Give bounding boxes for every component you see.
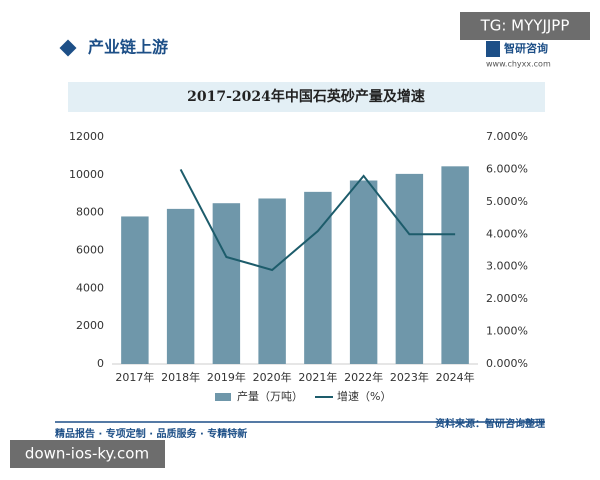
y2-tick-label: 3.000% [486, 260, 528, 273]
overlay-box [460, 12, 590, 40]
x-tick-label: 2020年 [253, 370, 292, 384]
brand-url: www.chyxx.com [486, 60, 551, 69]
chart-title: 2017-2024年中国石英砂产量及增速 [187, 88, 425, 105]
footer-slogan: 精品报告 · 专项定制 · 品质服务 · 专精特新 [55, 427, 247, 440]
y-tick-label: 0 [97, 357, 104, 370]
y2-tick-label: 1.000% [486, 325, 528, 338]
y2-tick-label: 6.000% [486, 162, 528, 175]
bar [304, 191, 332, 364]
y2-tick-label: 7.000% [486, 130, 528, 143]
bar [212, 203, 241, 364]
bar [395, 173, 424, 364]
y-tick-label: 8000 [76, 206, 104, 219]
overlay-text: down-ios-ky.com [25, 445, 149, 463]
y2-tick-label: 2.000% [486, 292, 528, 305]
x-tick-label: 2017年 [115, 370, 154, 384]
x-tick-label: 2018年 [161, 370, 200, 384]
y2-tick-label: 0.000% [486, 357, 528, 370]
header-title: 产业链上游 [88, 38, 168, 57]
line [179, 168, 456, 272]
overlay-text: TG: MYYJJPP [480, 17, 570, 35]
y-tick-label: 4000 [76, 281, 104, 294]
y2-tick-label: 5.000% [486, 195, 528, 208]
bar [121, 216, 149, 364]
y-tick-label: 6000 [76, 244, 104, 257]
header-icon [59, 39, 77, 57]
brand: 智研咨询 [504, 41, 548, 55]
bar [258, 198, 286, 364]
x-tick-label: 2022年 [344, 370, 383, 384]
y-tick-label: 10000 [69, 168, 104, 181]
plot: 0 2000 4000 6000 8000 10000 12000 0.000% 1.000% 2… [69, 130, 528, 403]
y-tick-label: 12000 [69, 130, 104, 143]
legend-swatch [215, 393, 231, 401]
overlay-box [10, 440, 165, 468]
y2-tick-label: 4.000% [486, 227, 528, 240]
logo [486, 41, 500, 57]
x-tick-label: 2024年 [436, 370, 475, 384]
bar [349, 180, 378, 364]
x-tick-label: 2021年 [298, 370, 337, 384]
y-tick-label: 2000 [76, 319, 104, 332]
bar [441, 166, 469, 364]
bar [166, 208, 195, 364]
x-tick-label: 2019年 [207, 370, 246, 384]
x-tick-label: 2023年 [390, 370, 429, 384]
footer-source: 资料来源：智研咨询整理 [435, 417, 545, 430]
legend-label: 产量（万吨） [237, 389, 303, 403]
title-band [68, 82, 545, 112]
legend-label: 增速（%） [337, 389, 391, 403]
